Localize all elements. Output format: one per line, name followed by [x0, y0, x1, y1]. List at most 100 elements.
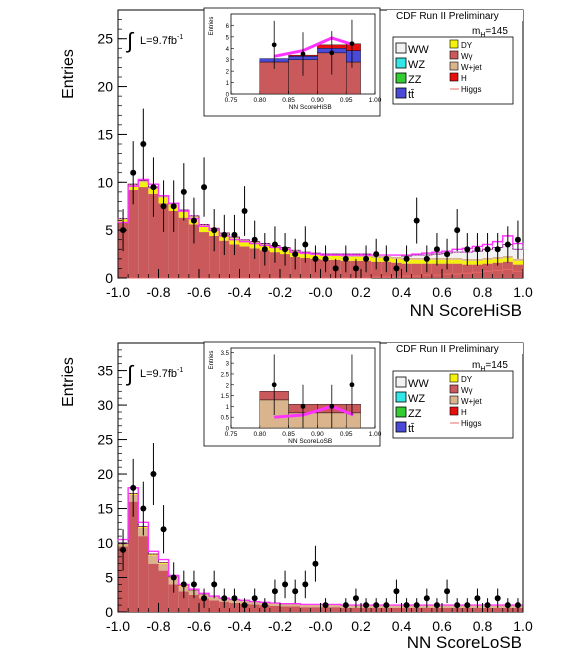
data-point [282, 581, 289, 588]
bar-Wγ [421, 607, 432, 612]
data-points [120, 443, 521, 612]
bar-Wγ [128, 501, 139, 612]
data-point [170, 203, 177, 210]
data-point [190, 217, 197, 224]
data-point [302, 581, 309, 588]
x-tick-label: 0.8 [473, 618, 493, 634]
band-outline [118, 487, 523, 606]
y-tick-label: 10 [97, 535, 113, 551]
x-tick-label: 1.0 [513, 618, 533, 634]
legend-swatch [449, 384, 459, 394]
bar-Wγ [492, 607, 503, 612]
legend: WW WZ ZZ tt̄ DY Wγ W+jet H Higgs [392, 36, 514, 105]
bar-Wγ [442, 607, 453, 612]
data-point [464, 602, 471, 609]
x-tick-label: 0.2 [351, 618, 371, 634]
data-point [373, 602, 380, 609]
bar-Wγ [148, 193, 159, 278]
data-point [433, 246, 440, 253]
bar-Wγ [300, 607, 311, 612]
bar-Wγ [219, 240, 230, 278]
data-point [150, 184, 157, 191]
x-tick-label: -0.2 [268, 618, 292, 634]
bar-Wγ [168, 584, 179, 612]
data-point [130, 169, 137, 176]
legend-label: tt̄ [408, 89, 414, 101]
data-point [221, 231, 228, 238]
data-point [454, 227, 461, 234]
bar-Wγ [411, 263, 422, 278]
bar-Wγ [158, 203, 169, 278]
x-tick-label: 0.4 [392, 618, 412, 634]
legend-label: H [461, 74, 467, 83]
data-point [211, 227, 218, 234]
y-tick-label: 0 [105, 270, 113, 286]
bar-Wγ [371, 261, 382, 278]
bar-DY [138, 182, 149, 188]
inset-data-point [349, 382, 355, 388]
inset-x-tick-label: 0.95 [340, 431, 353, 438]
y-tick-label: 30 [97, 397, 113, 413]
inset-x-tick-label: 1.00 [369, 97, 382, 104]
inset-y-tick-label: 1 [226, 81, 230, 87]
bar-Wγ [472, 264, 483, 278]
bar-DY [512, 260, 523, 265]
legend-swatch [449, 72, 459, 82]
data-point [484, 602, 491, 609]
inset-bar-Wγ [346, 61, 361, 95]
data-point [423, 255, 430, 262]
inset-bar-Wγ [346, 404, 361, 414]
y-axis: 0 5 10 15 20 25 30 35 [97, 342, 127, 620]
legend-swatch [395, 42, 407, 54]
bar-W+jet [300, 605, 311, 608]
data-point [160, 526, 167, 533]
data-point [282, 246, 289, 253]
data-point [261, 602, 268, 609]
inset-y-tick-label: 3 [226, 362, 230, 368]
integral-symbol: ∫ [125, 361, 135, 386]
legend-swatch [449, 395, 459, 405]
inset-plot: 0 1 2 3 4 5 6 0.75 0.80 0.85 0.90 0.95 1.00 NN ScoreH… [203, 7, 382, 117]
x-tick-label: -0.8 [146, 618, 170, 634]
y-tick-label: 25 [97, 432, 113, 448]
inset-y-tick-label: 1.5 [221, 394, 230, 400]
bar-WW [411, 255, 422, 258]
inset-y-tick-label: 2 [226, 70, 230, 76]
inset-y-tick-label: 0.5 [221, 416, 230, 422]
inset-x-tick-label: 0.80 [253, 431, 266, 438]
x-axis-label: NN ScoreHiSB [410, 301, 522, 320]
x-tick-label: -0.2 [268, 284, 292, 300]
bar-W+jet [391, 605, 402, 608]
data-point [413, 602, 420, 609]
bar-Wγ [128, 189, 139, 278]
mass-label: mH=145 [472, 26, 508, 39]
inset-x-tick-label: 0.75 [225, 97, 238, 104]
y-tick-label: 0 [105, 604, 113, 620]
inset-y-tick-label: 1 [226, 405, 230, 411]
bar-DY [158, 562, 169, 564]
legend-swatch [449, 50, 459, 60]
legend-label: Higgs [461, 85, 481, 94]
bar-W+jet [239, 239, 250, 242]
inset-y-tick-label: 0 [226, 427, 230, 433]
bar-Wγ [350, 607, 361, 612]
bar-W+jet [138, 180, 149, 183]
x-tick-label: 0.8 [473, 284, 493, 300]
bar-Wγ [391, 607, 402, 612]
data-point [302, 241, 309, 248]
x-axis: -1.0 -0.8 -0.6 -0.4 -0.2 -0.0 0.2 0.4 0.6 0.8 1.0 [106, 269, 533, 300]
legend-swatch [395, 406, 407, 418]
inset-y-label: Entries [209, 351, 215, 370]
data-point [241, 208, 248, 214]
legend-label: Higgs [461, 419, 481, 428]
inset-y-tick-label: 3 [226, 58, 230, 64]
x-tick-label: -0.4 [227, 284, 251, 300]
mass-label: mH=145 [472, 360, 508, 373]
inset-data-point [329, 403, 335, 409]
data-point [211, 581, 218, 588]
bar-WW [452, 252, 463, 258]
data-point [363, 255, 370, 262]
inset-y-tick-label: 5 [226, 35, 230, 41]
legend-label: Wγ [461, 52, 473, 61]
